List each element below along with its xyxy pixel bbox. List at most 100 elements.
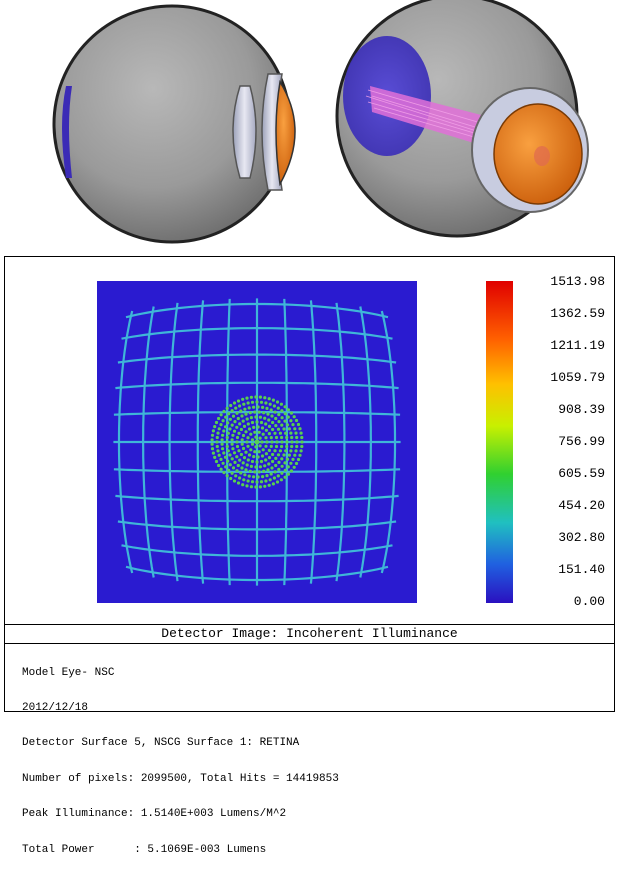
- spot: [234, 474, 238, 478]
- spot: [261, 432, 265, 436]
- spot: [285, 457, 290, 461]
- spot: [242, 424, 247, 428]
- spot: [280, 440, 284, 444]
- spot: [239, 427, 243, 432]
- spot: [260, 426, 265, 430]
- spot: [280, 416, 284, 420]
- spot: [246, 458, 250, 462]
- colorbar-label: 1211.19: [550, 338, 605, 353]
- spot: [261, 405, 265, 409]
- spot: [246, 401, 250, 405]
- spot: [220, 442, 224, 446]
- spot: [274, 456, 278, 460]
- spot: [256, 425, 260, 429]
- spot: [273, 410, 277, 414]
- spot: [224, 465, 228, 469]
- spot: [291, 457, 295, 461]
- spot: [210, 433, 215, 437]
- grid-line-vertical: [359, 306, 373, 578]
- spot: [219, 457, 223, 461]
- spot: [267, 432, 271, 436]
- spot: [264, 444, 268, 448]
- spot: [249, 432, 253, 436]
- spot: [300, 444, 304, 449]
- spot: [292, 465, 296, 469]
- spot: [256, 405, 260, 409]
- spot: [252, 425, 256, 429]
- spot: [258, 465, 262, 469]
- spot: [285, 423, 290, 427]
- spot: [267, 456, 272, 460]
- spot: [235, 440, 239, 444]
- spot: [290, 444, 294, 449]
- spot: [285, 440, 289, 444]
- spot: [231, 447, 235, 451]
- spot: [223, 425, 228, 429]
- spot: [230, 442, 234, 446]
- spot: [271, 427, 275, 432]
- spot: [247, 474, 251, 478]
- spot: [242, 456, 247, 460]
- spot: [290, 435, 294, 440]
- plot-title-bar: Detector Image: Incoherent Illuminance: [5, 624, 614, 644]
- spot: [277, 467, 281, 471]
- spot: [230, 457, 234, 461]
- spot: [300, 440, 304, 444]
- spot: [214, 420, 219, 425]
- spot: [264, 428, 268, 432]
- spot: [250, 459, 255, 464]
- spot: [285, 435, 289, 440]
- spot: [253, 470, 257, 474]
- spot: [280, 435, 284, 440]
- spot: [240, 438, 244, 442]
- spot: [219, 467, 223, 471]
- spot: [269, 436, 273, 440]
- spot: [276, 474, 280, 478]
- spot: [296, 457, 301, 462]
- spot: [219, 413, 223, 417]
- spot: [231, 466, 236, 470]
- spot: [241, 446, 246, 451]
- spot: [274, 424, 278, 428]
- spot: [275, 440, 279, 444]
- spot: [228, 427, 232, 431]
- spot: [225, 444, 229, 449]
- spot: [235, 444, 240, 449]
- spot: [266, 412, 270, 416]
- spot: [278, 449, 282, 453]
- spot: [230, 438, 234, 442]
- spot: [258, 485, 262, 489]
- grid-lines: [113, 298, 401, 586]
- spot: [300, 435, 304, 440]
- spot: [267, 483, 271, 487]
- spot: [279, 478, 283, 482]
- spot: [210, 442, 214, 446]
- spot: [254, 395, 258, 399]
- spot: [247, 453, 252, 457]
- spot: [232, 451, 237, 455]
- cornea: [275, 79, 296, 187]
- spot: [272, 404, 276, 408]
- spot: [264, 401, 268, 405]
- spot: [270, 466, 274, 470]
- spot: [249, 448, 253, 452]
- spot: [286, 465, 290, 469]
- spot: [289, 419, 293, 423]
- spot: [246, 479, 250, 483]
- spot: [228, 463, 232, 467]
- spot: [248, 469, 252, 473]
- spot: [240, 466, 244, 470]
- info-detector-surface: Detector Surface 5, NSCG Surface 1: RETI…: [22, 737, 300, 750]
- spot: [259, 459, 264, 464]
- spot: [265, 406, 269, 410]
- spot: [233, 420, 237, 424]
- spot: [260, 454, 265, 458]
- spot: [267, 397, 271, 401]
- spot: [286, 472, 290, 476]
- spot: [213, 425, 217, 429]
- spot: [236, 463, 240, 468]
- spot: [289, 431, 293, 435]
- spot: [244, 468, 248, 472]
- spot: [235, 435, 240, 440]
- spot: [280, 464, 284, 468]
